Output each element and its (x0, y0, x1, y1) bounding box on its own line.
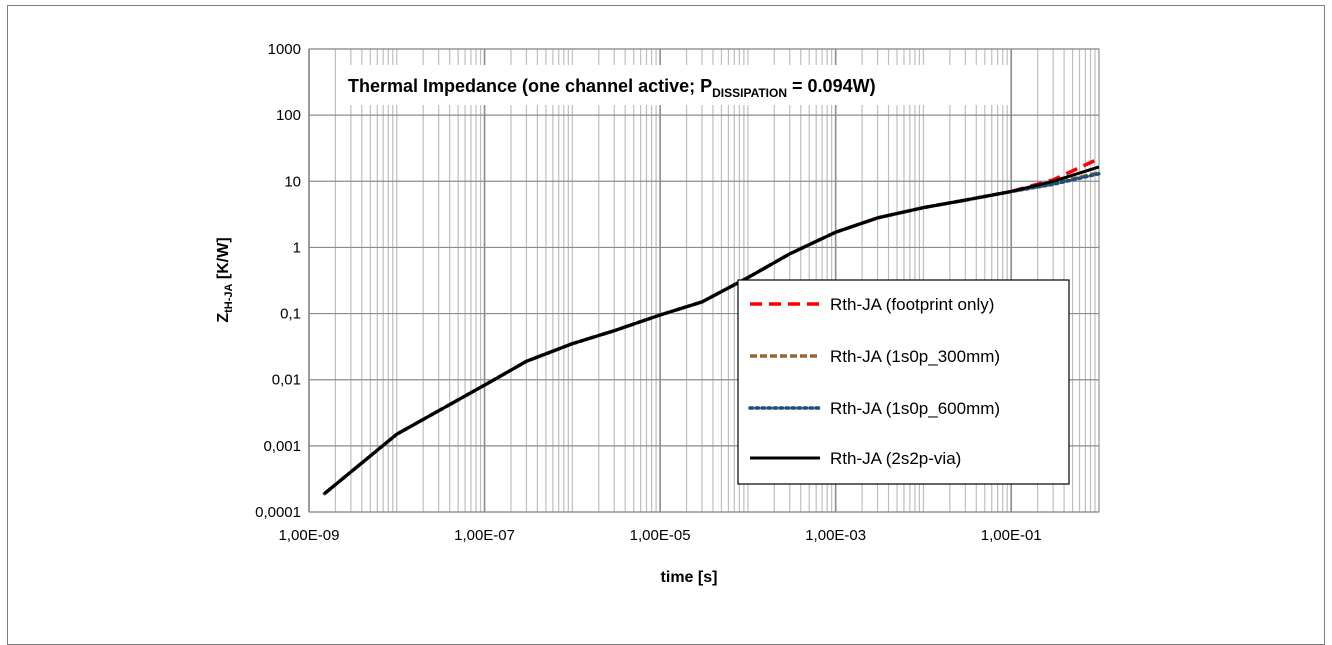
x-tick-label: 1,00E-07 (454, 527, 515, 544)
legend-label: Rth-JA (1s0p_600mm) (830, 399, 1000, 418)
x-axis-title: time [s] (661, 569, 718, 586)
y-tick-label: 0,001 (263, 438, 301, 455)
x-tick-labels: 1,00E-09 1,00E-07 1,00E-05 1,00E-03 1,00E-01 (279, 527, 1042, 544)
legend-label: Rth-JA (1s0p_300mm) (830, 347, 1000, 366)
legend-label: Rth-JA (2s2p-via) (830, 449, 961, 468)
y-tick-label: 1 (293, 239, 301, 256)
x-tick-label: 1,00E-03 (805, 527, 866, 544)
y-tick-labels: 0,0001 0,001 0,01 0,1 1 10 100 1000 (255, 41, 301, 521)
legend: Rth-JA (footprint only) Rth-JA (1s0p_300m… (737, 279, 1070, 485)
y-tick-label: 0,0001 (255, 504, 301, 521)
y-tick-label: 100 (276, 107, 301, 124)
chart-title-box: Thermal Impedance (one channel active; P… (338, 65, 1010, 105)
x-tick-label: 1,00E-01 (981, 527, 1042, 544)
thermal-impedance-chart: Thermal Impedance (one channel active; P… (215, 41, 1101, 586)
series-group (322, 157, 1101, 496)
series-line-4 (323, 165, 1100, 495)
legend-box (737, 279, 1070, 485)
x-tick-label: 1,00E-09 (279, 527, 340, 544)
y-axis-title: ZtH-JA [K/W] (215, 237, 235, 322)
x-tick-label: 1,00E-05 (630, 527, 691, 544)
y-tick-label: 1000 (268, 41, 301, 58)
y-tick-label: 0,01 (272, 372, 301, 389)
y-tick-label: 0,1 (280, 306, 301, 323)
chart-title: Thermal Impedance (one channel active; P… (348, 76, 876, 100)
y-tick-label: 10 (284, 173, 301, 190)
legend-label: Rth-JA (footprint only) (830, 295, 994, 314)
plot-area-border (308, 48, 1100, 513)
